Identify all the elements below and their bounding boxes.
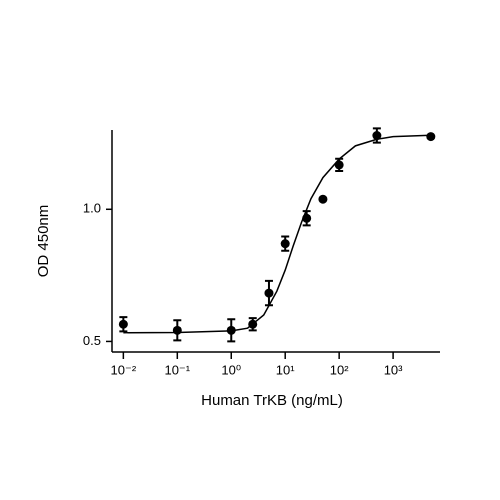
y-tick-label: 0.5 [83,333,101,348]
x-tick-label: 10⁰ [221,362,241,377]
data-point [280,239,290,249]
data-point [226,325,236,335]
x-tick-label: 10⁻¹ [164,362,190,377]
data-point [264,288,274,298]
data-point [372,131,382,141]
fit-curve [123,134,431,334]
data-point [318,194,328,204]
x-tick-label: 10⁻² [111,362,137,377]
x-tick-label: 10² [330,362,349,377]
data-point [334,160,344,170]
x-tick-label: 10³ [384,362,403,377]
data-point [172,325,182,335]
x-axis-label: Human TrKB (ng/mL) [201,392,343,409]
data-point [426,132,436,142]
data-point [118,319,128,329]
y-tick-label: 1.0 [83,201,101,216]
data-point [248,319,258,329]
x-tick-label: 10¹ [276,362,295,377]
data-point [302,213,312,223]
y-axis-label: OD 450nm [35,205,52,278]
